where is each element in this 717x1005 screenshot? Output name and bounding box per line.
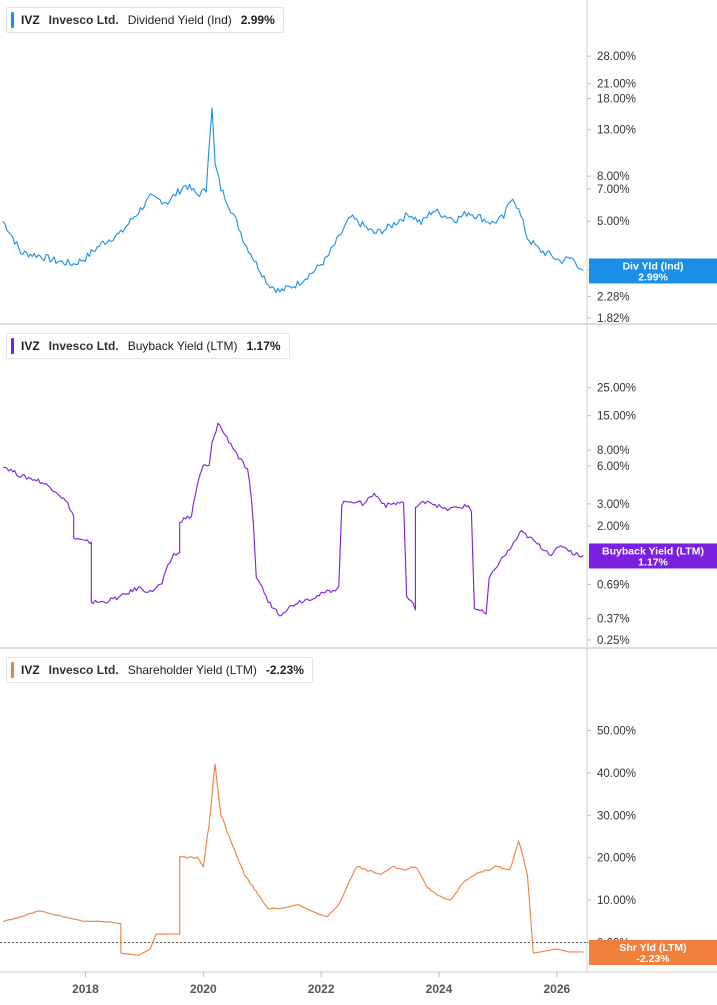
y-tick-label: 2.00% <box>597 521 630 533</box>
panel-dividers <box>0 323 717 973</box>
legend-buyback-yield[interactable]: IVZ Invesco Ltd. Buyback Yield (LTM) 1.1… <box>6 333 290 359</box>
x-axis: 2018 2020 2022 2024 2026 <box>72 972 571 996</box>
flag-background <box>589 543 717 569</box>
legend-value: 2.99% <box>240 13 275 27</box>
legend-company: Invesco Ltd. <box>48 663 119 677</box>
y-tick-label: 40.00% <box>597 768 636 780</box>
flag-value: 2.99% <box>638 271 668 283</box>
y-tick-label: 28.00% <box>597 51 636 63</box>
flag-label: Shr Yld (LTM) <box>619 942 686 954</box>
series-line <box>2 107 584 294</box>
x-tick-label: 2020 <box>190 982 217 996</box>
y-tick-label: 30.00% <box>597 810 636 822</box>
legend-shareholder-yield[interactable]: IVZ Invesco Ltd. Shareholder Yield (LTM)… <box>6 657 313 683</box>
series-line <box>2 763 584 956</box>
flag-label: Buyback Yield (LTM) <box>602 545 704 557</box>
y-tick-label: 0.25% <box>597 635 630 647</box>
legend-dividend-yield[interactable]: IVZ Invesco Ltd. Dividend Yield (Ind) 2.… <box>6 7 284 33</box>
tick-layer: 28.00%21.00%18.00%13.00%8.00%7.00%5.00%3… <box>587 51 636 950</box>
legend-metric: Dividend Yield (Ind) <box>127 13 232 27</box>
legend-value: -2.23% <box>265 663 304 677</box>
legend-value: 1.17% <box>246 339 281 353</box>
y-tick-label: 5.00% <box>597 216 630 228</box>
y-tick-label: 2.28% <box>597 291 630 303</box>
y-tick-label: 8.00% <box>597 171 630 183</box>
y-tick-label: 20.00% <box>597 853 636 865</box>
y-tick-label: 0.69% <box>597 579 630 591</box>
last-value-flag: Buyback Yield (LTM)1.17% <box>589 543 717 569</box>
y-tick-label: 1.82% <box>597 313 630 325</box>
y-tick-label: 8.00% <box>597 445 630 457</box>
flag-value: 1.17% <box>638 556 668 568</box>
flag-background <box>589 258 717 284</box>
y-tick-label: 0.37% <box>597 614 630 626</box>
legend-metric: Buyback Yield (LTM) <box>127 339 238 353</box>
y-tick-label: 18.00% <box>597 93 636 105</box>
y-tick-label: 50.00% <box>597 725 636 737</box>
flag-layer: Div Yld (Ind)2.99% Buyback Yield (LTM)1.1… <box>589 258 717 966</box>
legend-ticker: IVZ <box>21 339 40 353</box>
y-tick-label: 3.00% <box>597 499 630 511</box>
flag-background <box>589 940 717 966</box>
flag-value: -2.23% <box>636 953 670 965</box>
series-color-swatch <box>11 338 14 354</box>
x-tick-label: 2024 <box>426 982 453 996</box>
y-tick-label: 15.00% <box>597 411 636 423</box>
legend-metric: Shareholder Yield (LTM) <box>127 663 257 677</box>
x-tick-label: 2026 <box>544 982 571 996</box>
legend-company: Invesco Ltd. <box>48 339 119 353</box>
y-tick-label: 25.00% <box>597 383 636 395</box>
x-tick-label: 2018 <box>72 982 99 996</box>
y-tick-label: 21.00% <box>597 79 636 91</box>
y-tick-label: 13.00% <box>597 125 636 137</box>
flag-label: Div Yld (Ind) <box>622 260 683 272</box>
series-color-swatch <box>11 662 14 678</box>
series-line <box>2 422 584 617</box>
legend-ticker: IVZ <box>21 13 40 27</box>
y-tick-label: 10.00% <box>597 895 636 907</box>
y-tick-label: 6.00% <box>597 461 630 473</box>
last-value-flag: Div Yld (Ind)2.99% <box>589 258 717 284</box>
x-tick-label: 2022 <box>308 982 335 996</box>
series-color-swatch <box>11 12 14 28</box>
y-tick-label: 7.00% <box>597 184 630 196</box>
legend-company: Invesco Ltd. <box>48 13 119 27</box>
last-value-flag: Shr Yld (LTM)-2.23% <box>589 940 717 966</box>
legend-ticker: IVZ <box>21 663 40 677</box>
